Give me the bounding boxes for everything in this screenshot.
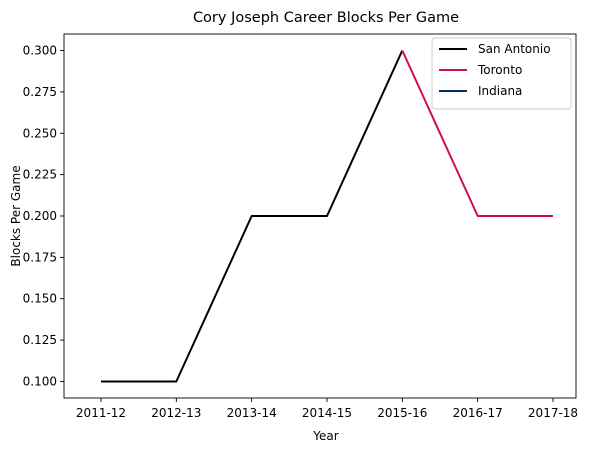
y-tick-label: 0.150 [23, 292, 57, 306]
y-tick-label: 0.225 [23, 168, 57, 182]
legend-label-1: Toronto [477, 63, 522, 77]
x-tick-label: 2012-13 [151, 406, 201, 420]
y-tick-label: 0.250 [23, 126, 57, 140]
chart-title: Cory Joseph Career Blocks Per Game [193, 10, 459, 26]
x-tick-label: 2013-14 [227, 406, 277, 420]
x-axis-label: Year [312, 429, 338, 443]
plot-area [101, 50, 553, 383]
y-tick-label: 0.175 [23, 250, 57, 264]
x-tick-label: 2015-16 [377, 406, 427, 420]
x-axis: 2011-12 2012-13 2013-14 2014-15 2015-16 2016-… [76, 398, 578, 420]
x-tick-label: 2014-15 [302, 406, 352, 420]
y-tick-label: 0.275 [23, 85, 57, 99]
y-tick-label: 0.100 [23, 374, 57, 388]
legend-label-2: Indiana [478, 84, 522, 98]
y-axis-label: Blocks Per Game [9, 165, 23, 266]
x-tick-label: 2017-18 [528, 406, 578, 420]
x-tick-label: 2011-12 [76, 406, 126, 420]
y-tick-label: 0.300 [23, 44, 57, 58]
y-axis: 0.100 0.125 0.150 0.175 0.200 0.225 0.250 0.275… [23, 44, 64, 388]
series-line-1 [401, 50, 553, 217]
y-tick-label: 0.200 [23, 209, 57, 223]
legend-label-0: San Antonio [478, 42, 551, 56]
x-tick-label: 2016-17 [453, 406, 503, 420]
series-line-0 [101, 50, 404, 383]
legend: San Antonio Toronto Indiana [431, 37, 572, 110]
y-tick-label: 0.125 [23, 333, 57, 347]
